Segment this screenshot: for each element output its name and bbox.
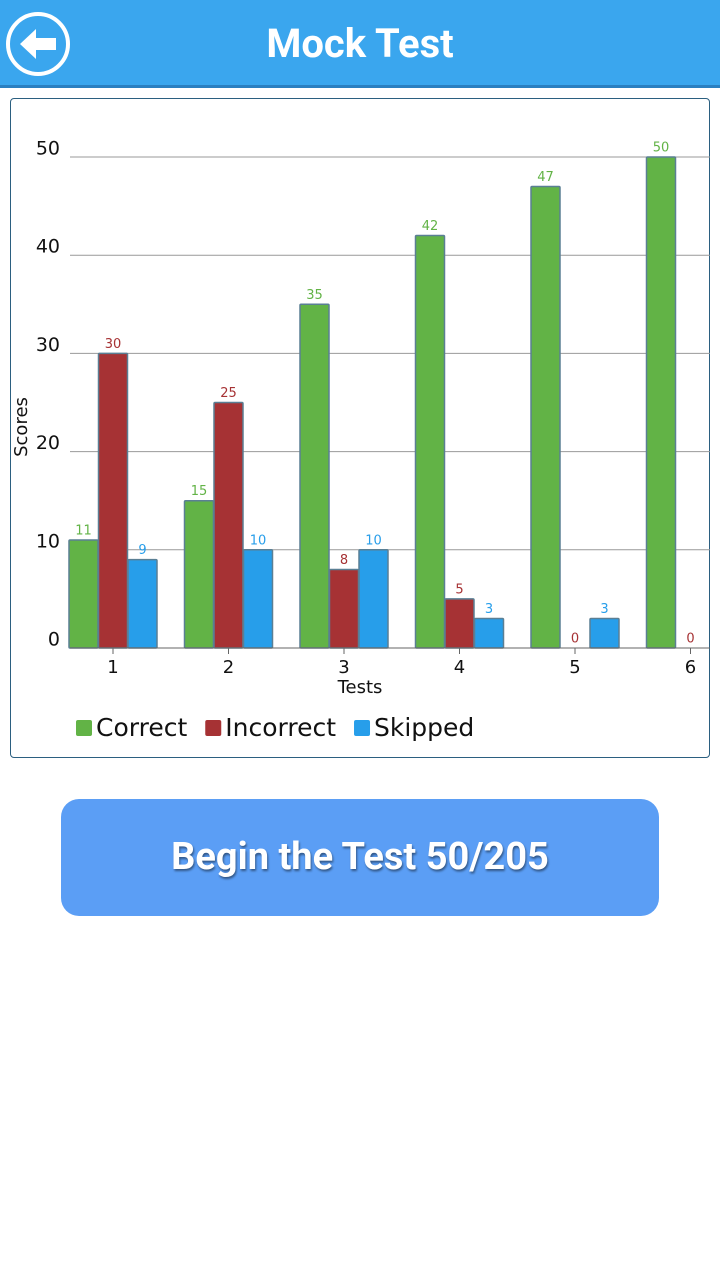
value-label: 11 xyxy=(75,523,92,538)
value-label: 0 xyxy=(686,632,694,647)
legend-label: Incorrect xyxy=(225,713,336,742)
value-label: 5 xyxy=(455,582,463,597)
bar xyxy=(97,352,129,649)
bar xyxy=(299,303,330,649)
value-label: 47 xyxy=(537,170,554,185)
bar xyxy=(444,598,475,649)
value-label: 42 xyxy=(422,219,439,234)
y-tick-label: 40 xyxy=(36,236,60,258)
back-button[interactable] xyxy=(0,0,76,88)
bar xyxy=(414,234,446,649)
bar xyxy=(328,568,360,649)
x-tick-label: 6 xyxy=(685,657,696,678)
x-tick-label: 4 xyxy=(454,657,465,678)
value-label: 25 xyxy=(220,386,237,401)
bar xyxy=(242,549,274,649)
x-axis-label: Tests xyxy=(337,677,383,698)
bar xyxy=(530,185,561,649)
y-tick-label: 0 xyxy=(48,629,60,651)
x-tick-label: 3 xyxy=(338,657,349,678)
legend-label: Correct xyxy=(96,713,187,742)
x-tick-label: 2 xyxy=(223,657,234,678)
y-tick-label: 10 xyxy=(36,530,60,552)
bar xyxy=(127,558,158,649)
chart: Scores Tests 010203040501113092152510335… xyxy=(11,138,710,742)
value-label: 10 xyxy=(250,533,267,548)
value-label: 9 xyxy=(138,543,146,558)
bar xyxy=(68,539,99,649)
bar xyxy=(473,617,505,649)
value-label: 8 xyxy=(340,553,348,568)
value-label: 3 xyxy=(600,602,608,617)
value-label: 50 xyxy=(653,141,670,156)
value-label: 15 xyxy=(191,484,208,499)
x-tick-label: 5 xyxy=(569,657,580,678)
bar xyxy=(183,499,215,649)
header-title: Mock Test xyxy=(266,20,454,67)
value-label: 0 xyxy=(571,632,579,647)
value-label: 35 xyxy=(306,288,323,303)
legend-label: Skipped xyxy=(374,713,474,742)
legend-swatch xyxy=(76,720,92,736)
value-label: 10 xyxy=(365,533,382,548)
value-label: 3 xyxy=(485,602,493,617)
value-label: 30 xyxy=(105,337,122,352)
header-bar: Mock Test xyxy=(0,0,720,88)
bar xyxy=(645,156,677,649)
y-tick-label: 30 xyxy=(36,334,60,356)
bar xyxy=(358,549,389,649)
bar xyxy=(213,401,244,649)
y-tick-label: 50 xyxy=(36,138,60,160)
x-tick-label: 1 xyxy=(107,657,118,678)
legend-swatch xyxy=(205,720,222,736)
y-axis-label: Scores xyxy=(11,397,32,457)
bar xyxy=(589,617,620,649)
chart-card xyxy=(10,98,710,758)
begin-test-button[interactable]: Begin the Test 50/205 xyxy=(61,799,659,916)
y-tick-label: 20 xyxy=(36,432,60,454)
legend-swatch xyxy=(354,720,371,736)
